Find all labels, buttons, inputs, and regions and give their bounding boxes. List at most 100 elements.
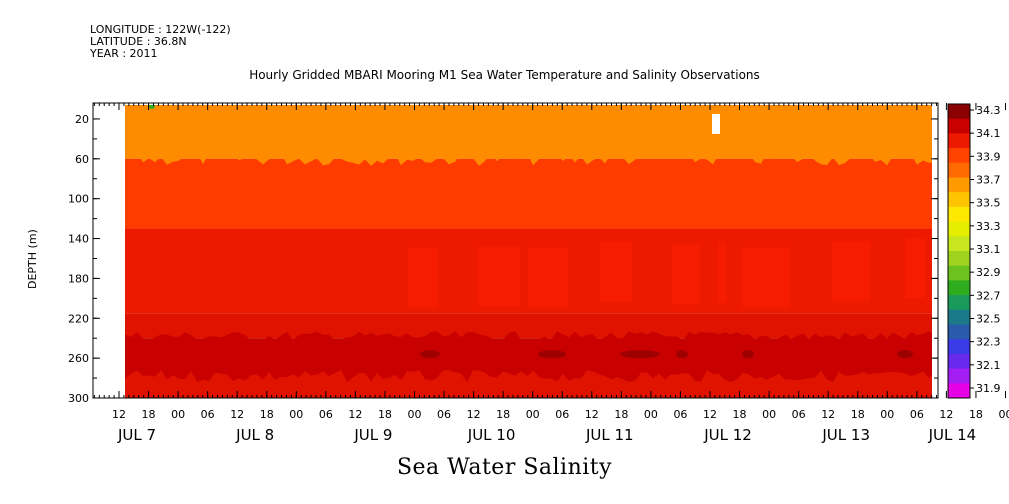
variable-label: Sea Water Salinity [396,455,613,480]
salinity-contour-region [125,105,932,166]
colorbar-frame [947,103,971,399]
y-tick-label: 300 [68,392,89,405]
y-tick-label: 60 [75,153,89,166]
salinity-intrusion [528,247,568,308]
salinity-patch [620,350,660,359]
x-tick-label: 12 [585,408,599,421]
x-day-label: JUL 12 [703,426,752,444]
x-day-label: JUL 7 [117,426,156,444]
y-tick-label: 140 [68,233,89,246]
x-tick-label: 18 [614,408,628,421]
colorbar-swatch [948,177,970,193]
salinity-patch [420,350,440,359]
x-tick-label: 06 [437,408,451,421]
y-tick-label: 220 [68,312,89,325]
x-tick-label: 00 [999,408,1009,421]
colorbar-label: 32.7 [976,289,1001,302]
x-tick-label: 06 [201,408,215,421]
colorbar-swatch [948,221,970,237]
x-tick-label: 06 [319,408,333,421]
x-day-label: JUL 11 [585,426,634,444]
x-tick-label: 12 [939,408,953,421]
colorbar-label: 33.3 [976,220,1001,233]
salinity-patch [897,350,913,359]
colorbar-swatch [948,236,970,252]
x-tick-label: 12 [230,408,244,421]
x-day-label: JUL 9 [353,426,392,444]
x-day-label: JUL 8 [235,426,274,444]
salinity-intrusion [742,247,790,308]
salinity-intrusion [600,241,632,302]
low-salinity-point [149,105,155,109]
colorbar-label: 32.3 [976,336,1001,349]
y-tick-label: 20 [75,113,89,126]
salinity-intrusion [832,241,870,302]
colorbar-swatch [948,353,970,370]
x-tick-label: 18 [260,408,274,421]
salinity-patch [538,350,566,359]
longitude-label: LONGITUDE : 122W(-122) [90,23,231,36]
colorbar-swatch [948,265,970,281]
salinity-band [125,158,932,229]
colorbar-label: 34.1 [976,127,1001,140]
x-tick-label: 06 [910,408,924,421]
x-tick-label: 00 [408,408,422,421]
latitude-label: LATITUDE : 36.8N [90,35,187,48]
x-tick-label: 18 [969,408,983,421]
salinity-patch [742,350,754,359]
x-day-label: JUL 13 [821,426,870,444]
colorbar-swatch [948,324,970,340]
x-day-label: JUL 14 [928,426,977,444]
x-tick-label: 12 [112,408,126,421]
salinity-intrusion [718,242,726,303]
y-tick-label: 260 [68,352,89,365]
salinity-intrusion [478,246,520,307]
colorbar-label: 32.9 [976,266,1001,279]
colorbar-swatch [948,339,970,355]
x-tick-label: 00 [762,408,776,421]
colorbar-swatch [948,383,970,399]
x-tick-label: 18 [496,408,510,421]
x-tick-label: 18 [851,408,865,421]
colorbar-swatch [948,206,970,223]
colorbar-swatch [948,309,970,325]
plot-frame [92,102,939,399]
x-tick-label: 00 [171,408,185,421]
salinity-contour-region [125,370,932,398]
colorbar-label: 32.1 [976,359,1001,372]
x-tick-label: 00 [526,408,540,421]
x-tick-label: 06 [555,408,569,421]
colorbar-swatch [948,118,970,134]
chart-title: Hourly Gridded MBARI Mooring M1 Sea Wate… [249,68,760,82]
x-tick-label: 12 [703,408,717,421]
x-tick-label: 18 [733,408,747,421]
x-tick-label: 12 [821,408,835,421]
x-tick-label: 00 [289,408,303,421]
salinity-band [125,313,932,339]
colorbar-swatch [948,148,970,164]
colorbar-swatch [948,162,970,178]
salinity-intrusion [905,238,925,299]
colorbar-label: 32.5 [976,313,1001,326]
colorbar-swatch [948,192,970,208]
x-tick-label: 12 [348,408,362,421]
y-tick-label: 180 [68,272,89,285]
colorbar-swatch [948,368,970,384]
x-tick-label: 18 [378,408,392,421]
x-day-label: JUL 10 [467,426,516,444]
location-metadata: LONGITUDE : 122W(-122) LATITUDE : 36.8N … [90,24,231,60]
x-tick-label: 06 [673,408,687,421]
x-tick-label: 06 [792,408,806,421]
colorbar-label: 33.7 [976,174,1001,187]
salinity-patch [676,350,688,359]
x-tick-label: 12 [467,408,481,421]
x-tick-label: 00 [880,408,894,421]
y-tick-label: 100 [68,193,89,206]
colorbar-swatch [948,104,970,120]
colorbar-swatch [948,280,970,296]
x-tick-label: 00 [644,408,658,421]
salinity-intrusion [408,247,438,308]
year-label: YEAR : 2011 [90,47,158,60]
colorbar-label: 31.9 [976,382,1001,395]
